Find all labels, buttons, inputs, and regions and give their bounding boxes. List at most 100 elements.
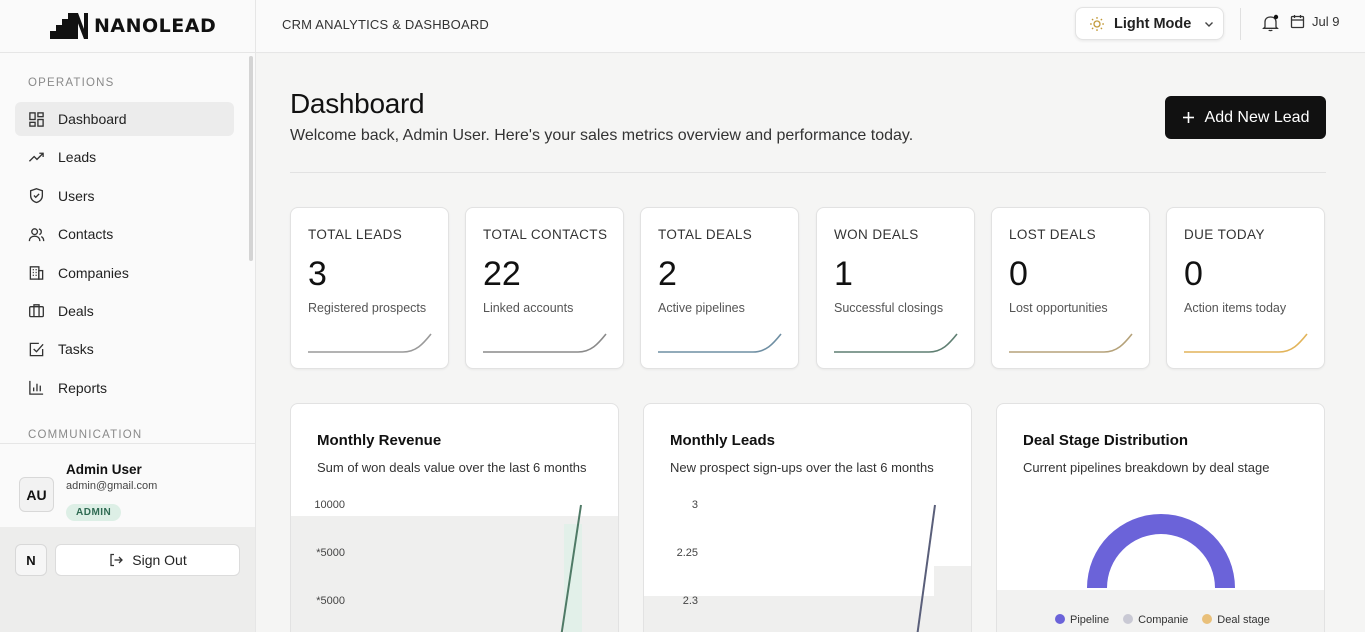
legend-item-pipeline[interactable]: Pipeline	[1055, 614, 1109, 626]
legend-item-companie[interactable]: Companie	[1123, 614, 1188, 626]
chart-card-monthly-revenue: Monthly Revenue Sum of won deals value o…	[290, 403, 619, 632]
theme-label: Light Mode	[1114, 15, 1192, 32]
series-line	[560, 504, 582, 632]
sidebar-item-label: Tasks	[58, 341, 94, 358]
add-new-lead-label: Add New Lead	[1204, 108, 1310, 126]
sidebar-item-dashboard[interactable]: Dashboard	[15, 102, 234, 136]
stat-description: Linked accounts	[483, 301, 574, 315]
sparkline-path	[658, 333, 782, 353]
chart-legend: Pipeline Companie Deal stage	[1055, 614, 1270, 626]
sparkline-path	[834, 333, 958, 353]
stat-card-total-contacts[interactable]: TOTAL CONTACTS 22 Linked accounts	[465, 207, 624, 369]
users-icon	[28, 227, 45, 241]
logo[interactable]: NANOLEAD	[0, 0, 255, 53]
sidebar-scrollbar[interactable]	[249, 56, 253, 261]
stat-card-total-leads[interactable]: TOTAL LEADS 3 Registered prospects	[290, 207, 449, 369]
sidebar-footer: N Sign Out	[0, 527, 255, 632]
chevron-down-icon	[1205, 21, 1214, 27]
sparkline	[1009, 333, 1133, 353]
y-tick: 2.25	[677, 547, 698, 559]
sidebar-nav: Dashboard Leads Users Contacts Companies…	[15, 102, 234, 409]
sidebar-nav-area: OPERATIONS Dashboard Leads Users Contact…	[0, 53, 255, 443]
stat-label: WON DEALS	[834, 227, 919, 242]
add-new-lead-button[interactable]: Add New Lead	[1165, 96, 1326, 139]
stat-label: DUE TODAY	[1184, 227, 1265, 242]
dashboard-icon	[29, 111, 44, 127]
sidebar-item-label: Leads	[58, 149, 97, 166]
user-profile[interactable]: AU Admin User admin@gmail.com ADMIN	[0, 443, 255, 527]
sun-icon	[1090, 16, 1104, 31]
stat-value: 0	[1009, 255, 1028, 293]
sparkline-path	[1009, 333, 1133, 353]
sidebar-item-contacts[interactable]: Contacts	[15, 217, 234, 251]
stat-value: 2	[658, 255, 677, 293]
sparkline-path	[1184, 333, 1308, 353]
y-tick: *5000	[316, 595, 345, 607]
shield-icon	[29, 188, 44, 204]
briefcase-icon	[29, 304, 44, 318]
sidebar-item-label: Companies	[58, 264, 129, 281]
sparkline-path	[308, 333, 432, 353]
sparkline	[1184, 333, 1308, 353]
sparkline	[658, 333, 782, 353]
chart-subtitle: Current pipelines breakdown by deal stag…	[1023, 460, 1270, 475]
bell-icon	[1262, 14, 1279, 32]
section-label-operations: OPERATIONS	[28, 77, 115, 89]
theme-toggle-button[interactable]: Light Mode	[1075, 7, 1224, 40]
calendar-icon	[1290, 15, 1305, 29]
sidebar-item-label: Contacts	[58, 226, 114, 243]
bar-chart-icon	[29, 381, 44, 396]
sidebar-item-label: Dashboard	[58, 111, 127, 127]
stat-card-due-today[interactable]: DUE TODAY 0 Action items today	[1166, 207, 1325, 369]
stat-card-total-deals[interactable]: TOTAL DEALS 2 Active pipelines	[640, 207, 799, 369]
brand-name: NANOLEAD	[94, 15, 217, 37]
chart-subtitle: New prospect sign-ups over the last 6 mo…	[670, 460, 934, 475]
stat-label: TOTAL DEALS	[658, 227, 753, 242]
y-tick: 3	[692, 499, 698, 511]
header-divider	[1240, 8, 1241, 40]
sidebar-item-tasks[interactable]: Tasks	[15, 332, 234, 366]
n-button[interactable]: N	[15, 544, 47, 576]
chart-title: Deal Stage Distribution	[1023, 432, 1189, 449]
stat-label: TOTAL CONTACTS	[483, 227, 608, 242]
y-tick: *5000	[316, 547, 345, 559]
sidebar-item-deals[interactable]: Deals	[15, 294, 234, 328]
notification-button[interactable]	[1262, 14, 1279, 37]
plus-icon	[1182, 112, 1194, 123]
checkbox-icon	[29, 342, 44, 357]
sidebar-item-label: Deals	[58, 302, 94, 319]
stat-value: 1	[834, 255, 853, 293]
sidebar-item-label: Users	[58, 187, 95, 204]
sparkline	[308, 333, 432, 353]
sidebar-item-users[interactable]: Users	[15, 179, 234, 213]
deal-stage-chart	[997, 514, 1324, 632]
sidebar-item-reports[interactable]: Reports	[15, 371, 234, 405]
stat-label: TOTAL LEADS	[308, 227, 403, 242]
sidebar-item-companies[interactable]: Companies	[15, 256, 234, 290]
sidebar-item-leads[interactable]: Leads	[15, 140, 234, 174]
avatar: AU	[19, 477, 54, 512]
stat-description: Active pipelines	[658, 301, 745, 315]
user-email: admin@gmail.com	[66, 480, 158, 492]
page-title: Dashboard	[290, 88, 425, 119]
stat-card-lost-deals[interactable]: LOST DEALS 0 Lost opportunities	[991, 207, 1150, 369]
sidebar: NANOLEAD OPERATIONS Dashboard Leads User…	[0, 0, 256, 632]
date-label: Jul 9	[1312, 14, 1340, 29]
sparkline-path	[483, 333, 607, 353]
area-fill	[564, 524, 582, 632]
sidebar-item-label: Reports	[58, 379, 108, 396]
page-subtitle: Welcome back, Admin User. Here's your sa…	[290, 127, 914, 144]
stat-description: Successful closings	[834, 301, 944, 315]
header-divider-line	[290, 172, 1326, 173]
legend-item-deal-stage[interactable]: Deal stage	[1202, 614, 1270, 626]
stat-value: 22	[483, 255, 521, 293]
date-display[interactable]: Jul 9	[1290, 14, 1339, 29]
building-icon	[29, 266, 44, 280]
sign-out-label: Sign Out	[132, 552, 187, 568]
revenue-chart: 10000 *5000 *5000	[291, 499, 618, 632]
chart-card-monthly-leads: Monthly Leads New prospect sign-ups over…	[643, 403, 972, 632]
stat-label: LOST DEALS	[1009, 227, 1097, 242]
sign-out-button[interactable]: Sign Out	[55, 544, 240, 576]
stat-card-won-deals[interactable]: WON DEALS 1 Successful closings	[816, 207, 975, 369]
stat-description: Registered prospects	[308, 301, 427, 315]
